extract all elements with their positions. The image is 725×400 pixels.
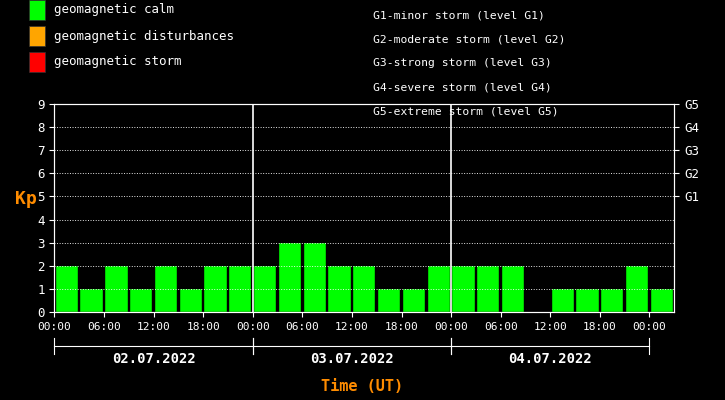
Bar [304,243,326,312]
Bar [105,266,128,312]
Bar [56,266,78,312]
Bar [502,266,524,312]
Bar [626,266,648,312]
Text: G2-moderate storm (level G2): G2-moderate storm (level G2) [373,34,566,44]
Text: geomagnetic disturbances: geomagnetic disturbances [54,30,233,42]
Bar [279,243,301,312]
Bar [229,266,252,312]
Text: 02.07.2022: 02.07.2022 [112,352,196,366]
Y-axis label: Kp: Kp [15,190,37,208]
Bar [254,266,276,312]
Bar [576,289,599,312]
Text: G5-extreme storm (level G5): G5-extreme storm (level G5) [373,106,559,116]
Bar [651,289,673,312]
Bar [428,266,450,312]
Text: geomagnetic storm: geomagnetic storm [54,56,181,68]
Bar [204,266,227,312]
Text: Time (UT): Time (UT) [321,379,404,394]
Bar [552,289,573,312]
Bar [130,289,152,312]
Bar [80,289,103,312]
Text: 04.07.2022: 04.07.2022 [508,352,592,366]
Bar [155,266,177,312]
Bar [403,289,425,312]
Text: G4-severe storm (level G4): G4-severe storm (level G4) [373,82,552,92]
Bar [601,289,624,312]
Bar [452,266,475,312]
Bar [328,266,351,312]
Text: G1-minor storm (level G1): G1-minor storm (level G1) [373,10,545,20]
Bar [477,266,500,312]
Bar [180,289,202,312]
Text: geomagnetic calm: geomagnetic calm [54,4,174,16]
Text: G3-strong storm (level G3): G3-strong storm (level G3) [373,58,552,68]
Bar [378,289,400,312]
Bar [353,266,376,312]
Text: 03.07.2022: 03.07.2022 [310,352,394,366]
